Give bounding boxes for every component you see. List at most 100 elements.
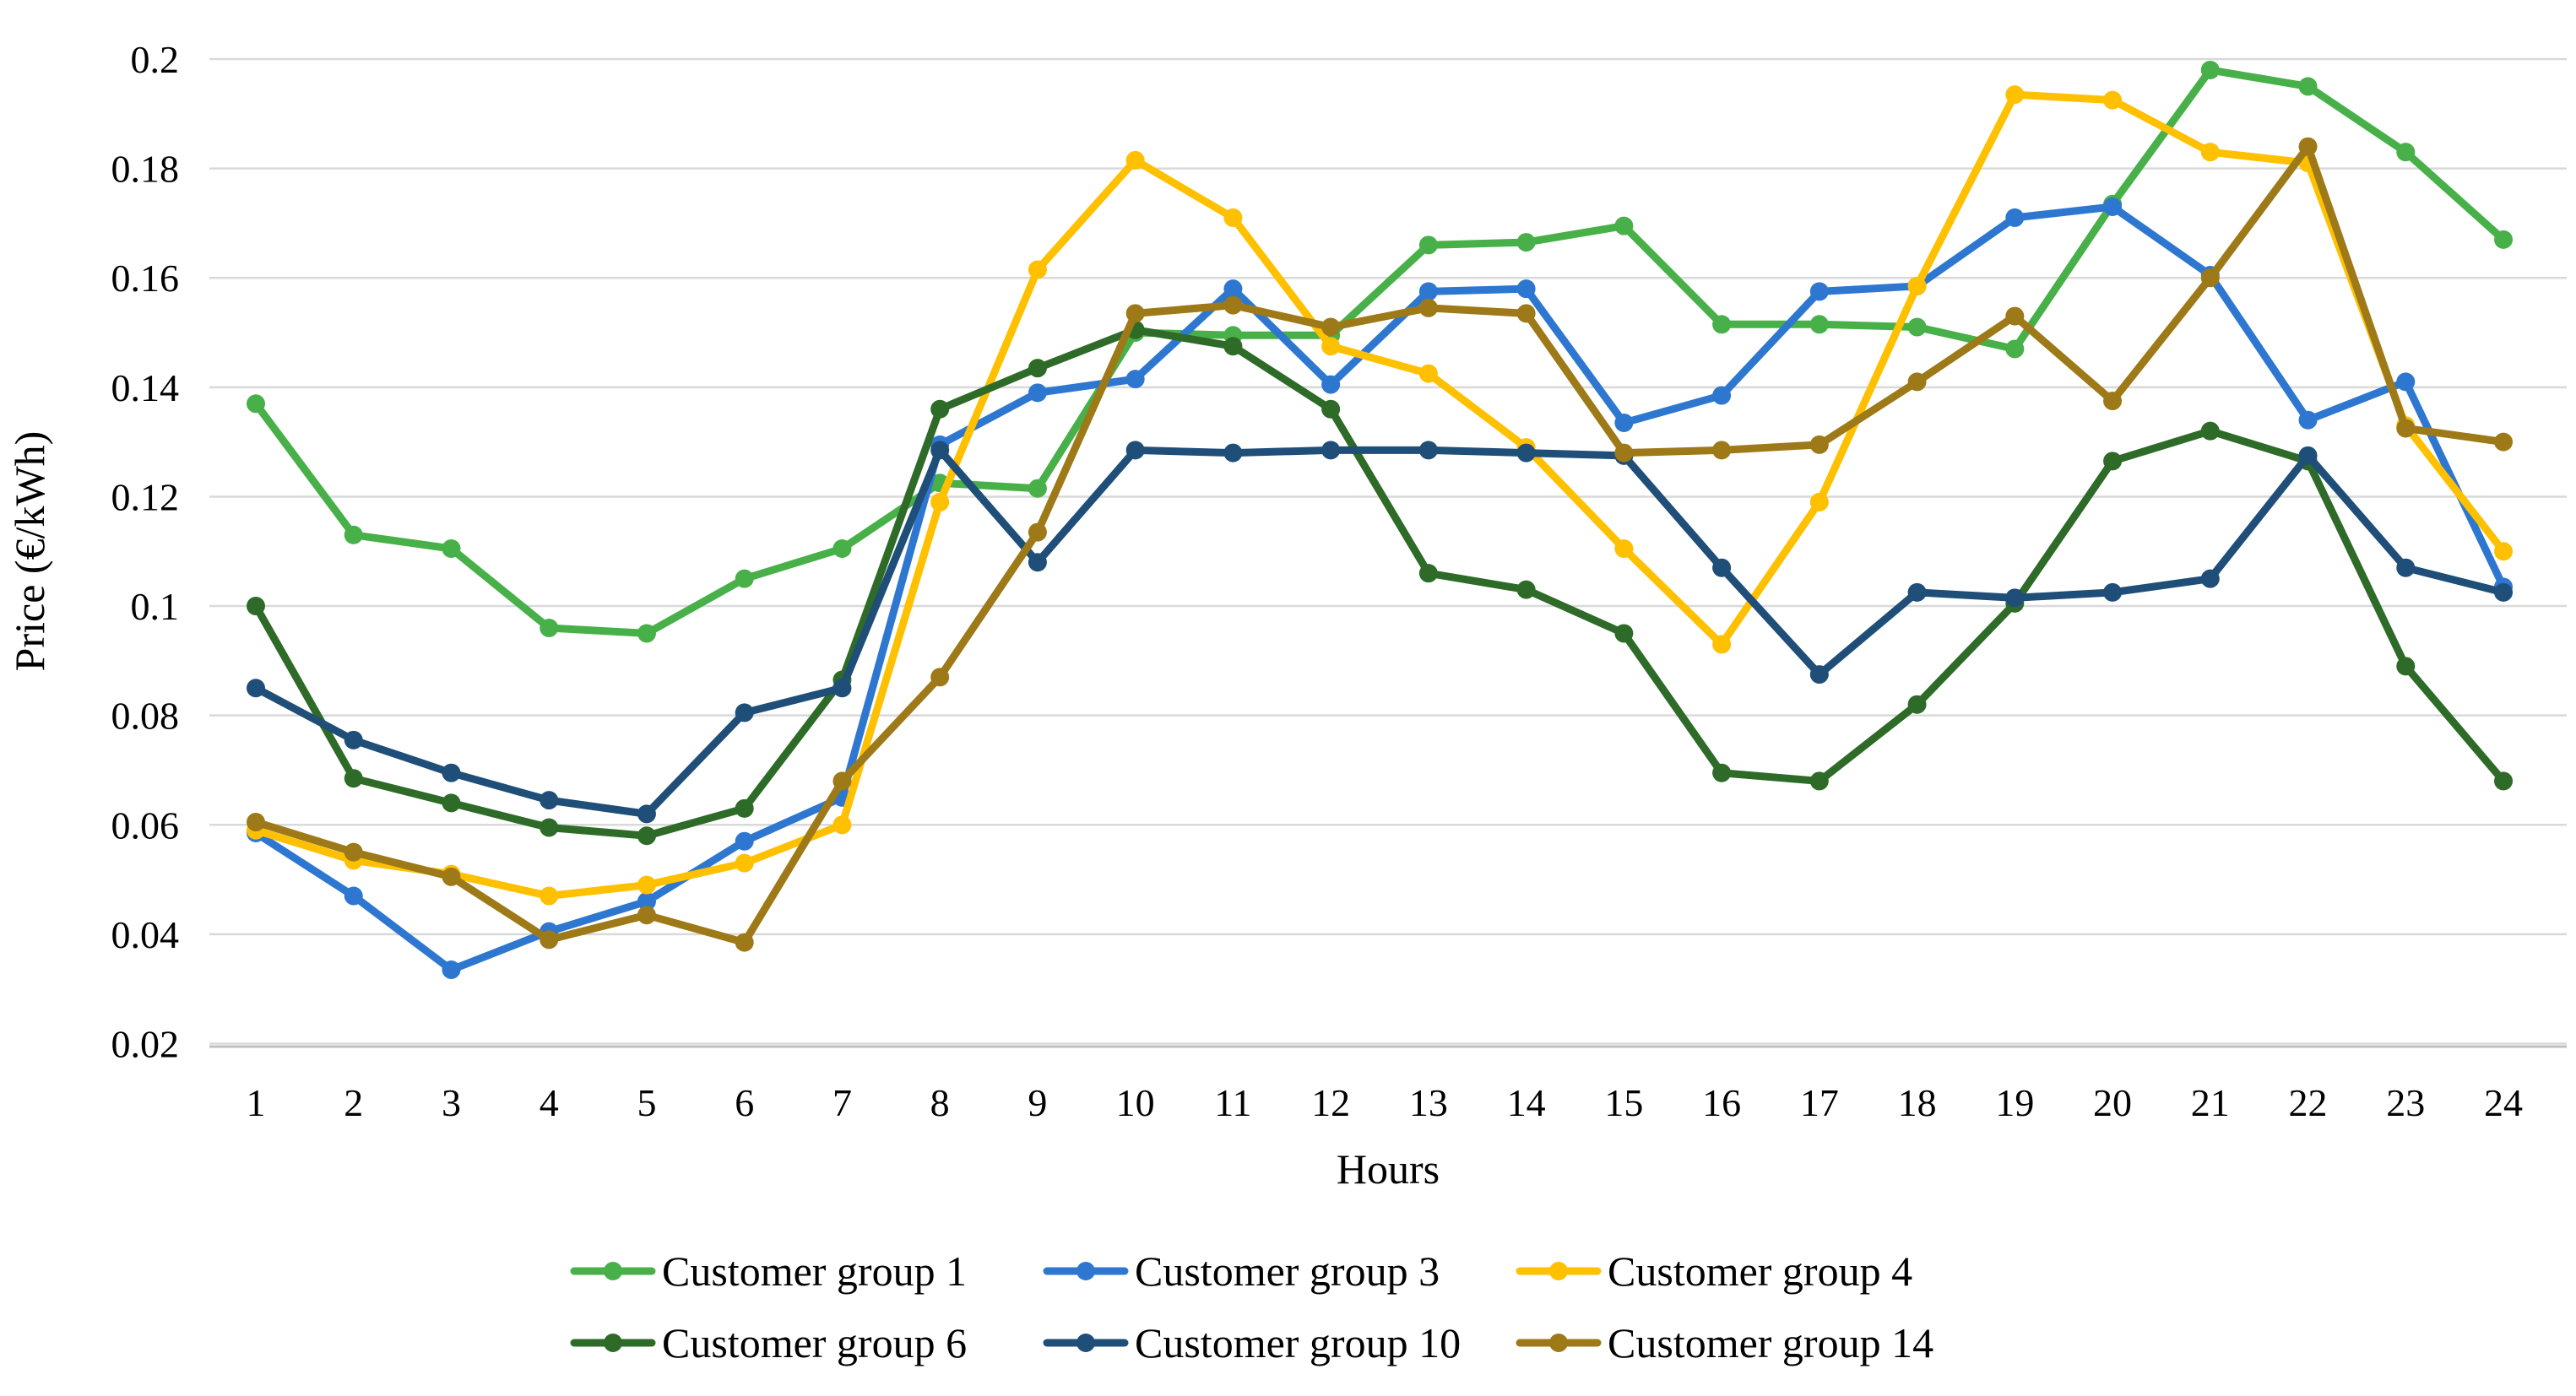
data-point <box>637 875 656 895</box>
data-point <box>735 853 754 873</box>
data-point <box>637 624 656 643</box>
data-point <box>540 618 559 637</box>
x-tick-label: 21 <box>2191 1081 2230 1124</box>
legend-label: Customer group 14 <box>1608 1319 1933 1366</box>
legend-item-customer-group-14: Customer group 14 <box>1516 1319 1933 1366</box>
data-point <box>735 798 754 818</box>
series-line <box>252 90 2508 901</box>
y-tick-label: 0.04 <box>111 913 180 956</box>
data-point <box>247 597 265 616</box>
data-point <box>2200 143 2220 162</box>
data-point <box>1125 441 1145 460</box>
data-point <box>1614 216 1634 235</box>
data-point <box>930 399 950 419</box>
legend: Customer group 1 Customer group 3 Customer… <box>570 1247 1933 1366</box>
data-point <box>247 394 265 414</box>
data-point <box>1712 386 1732 405</box>
data-point <box>1516 580 1536 599</box>
data-point <box>1418 364 1438 383</box>
data-point <box>1028 359 1047 378</box>
y-axis-title: Price (€/kWh) <box>6 431 53 672</box>
data-point <box>442 539 461 559</box>
data-point <box>1712 763 1732 782</box>
data-point <box>1712 558 1732 577</box>
data-point <box>1125 370 1145 389</box>
legend-item-customer-group-3: Customer group 3 <box>1043 1247 1440 1295</box>
legend-key-marker <box>1549 1262 1568 1280</box>
data-point <box>1907 372 1927 392</box>
y-tick-label: 0.1 <box>131 585 180 628</box>
y-tick-label: 0.18 <box>111 148 180 191</box>
x-tick-label: 19 <box>1995 1081 2034 1124</box>
y-tick-label: 0.08 <box>111 695 180 738</box>
legend-key-marker <box>1076 1334 1095 1352</box>
data-point <box>2103 197 2123 216</box>
data-point <box>442 867 461 886</box>
data-point <box>832 679 852 698</box>
data-point <box>637 892 656 912</box>
data-point <box>1809 315 1829 334</box>
data-point <box>2396 558 2416 577</box>
data-point <box>540 930 559 950</box>
series-line <box>252 143 2508 947</box>
y-tick-label: 0.06 <box>111 804 180 847</box>
x-tick-label: 2 <box>344 1081 363 1124</box>
data-point <box>832 539 852 559</box>
data-point <box>1712 635 1732 654</box>
data-point <box>2005 588 2025 608</box>
data-point <box>344 769 363 788</box>
y-tick-label: 0.14 <box>111 366 180 409</box>
data-point <box>442 793 461 813</box>
data-point <box>2005 306 2025 326</box>
data-point <box>2103 582 2123 602</box>
data-point <box>2396 372 2416 392</box>
x-tick-label: 4 <box>540 1081 559 1124</box>
data-point <box>930 668 950 687</box>
data-point <box>2298 446 2318 465</box>
data-point <box>2494 432 2514 452</box>
data-point <box>1809 435 1829 454</box>
x-tick-label: 12 <box>1311 1081 1350 1124</box>
y-tick-label: 0.2 <box>131 38 180 81</box>
data-point <box>2103 392 2123 411</box>
data-point <box>540 791 559 810</box>
data-point <box>344 886 363 906</box>
y-tick-label: 0.02 <box>111 1023 180 1066</box>
legend-item-customer-group-6: Customer group 6 <box>570 1319 967 1366</box>
data-point <box>2200 569 2220 588</box>
data-point <box>1028 479 1047 498</box>
data-point <box>1223 337 1243 356</box>
data-point <box>735 933 754 952</box>
data-point <box>1321 317 1341 337</box>
x-tick-label: 5 <box>637 1081 656 1124</box>
legend-key-marker <box>604 1262 622 1280</box>
data-point <box>1028 260 1047 279</box>
x-axis-tick-labels: 1 2 3 4 5 6 7 8 9 10 11 12 13 14 15 16 17 18 19 20 21 22 23 24 <box>247 1081 2524 1124</box>
data-point <box>247 679 265 698</box>
gridlines <box>209 57 2567 1045</box>
data-point <box>1614 539 1634 559</box>
data-point <box>1907 317 1927 337</box>
legend-item-customer-group-1: Customer group 1 <box>570 1247 967 1295</box>
data-point <box>1418 235 1438 255</box>
data-point <box>1516 233 1536 252</box>
data-point <box>247 813 265 832</box>
x-tick-label: 15 <box>1604 1081 1643 1124</box>
data-point <box>2005 339 2025 359</box>
data-point <box>1809 282 1829 301</box>
data-point <box>735 831 754 851</box>
series-customer-group-1 <box>247 60 2514 643</box>
x-tick-label: 10 <box>1116 1081 1155 1124</box>
data-point <box>344 842 363 862</box>
data-point <box>930 441 950 460</box>
data-point <box>1321 375 1341 394</box>
data-point <box>637 906 656 925</box>
x-tick-label: 9 <box>1028 1081 1047 1124</box>
data-point <box>1321 399 1341 419</box>
series-customer-group-14 <box>247 137 2514 952</box>
data-point <box>2200 421 2220 441</box>
series-line <box>252 203 2508 974</box>
data-point <box>442 960 461 980</box>
data-point <box>1028 553 1047 572</box>
data-point <box>735 703 754 722</box>
